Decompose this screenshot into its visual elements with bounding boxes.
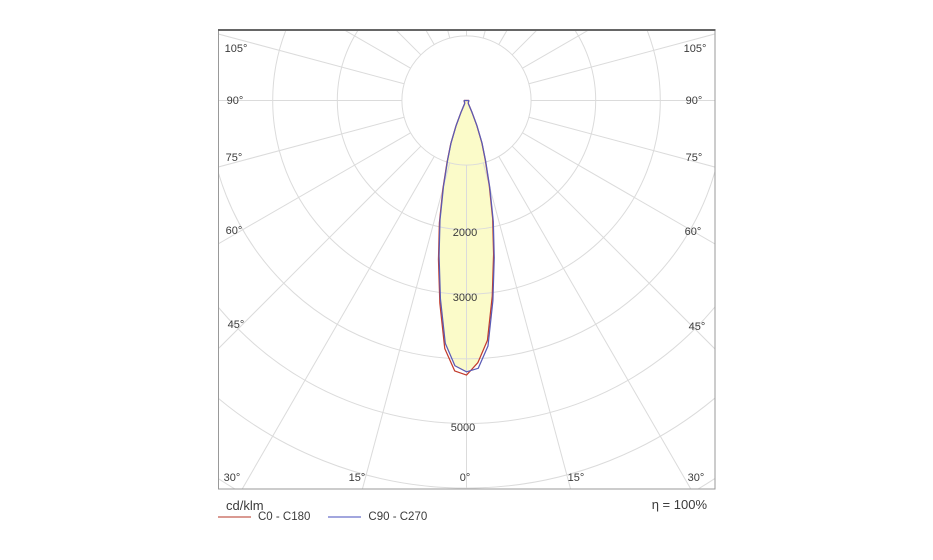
angle-label-1-90: 90° [227, 95, 244, 107]
grid-ray-315 [219, 145, 422, 349]
grid-ray-330 [241, 156, 435, 489]
legend-label-c0-c180: C0 - C180 [258, 511, 311, 523]
grid-ray-45 [511, 145, 715, 350]
angle-label-5-30: 30° [224, 472, 241, 484]
angle-label-9-30: 30° [688, 472, 705, 484]
angle-label-13-90: 90° [686, 95, 703, 107]
angle-label-12-75: 75° [686, 152, 703, 164]
ring-label-3000: 3000 [453, 292, 477, 304]
angle-label-11-60: 60° [685, 226, 702, 238]
angle-label-7-0: 0° [460, 472, 471, 484]
grid-ray-75 [528, 116, 715, 168]
grid-ray-105 [528, 33, 715, 85]
legend-line-c0-c180-icon [218, 516, 251, 518]
ring-label-2000: 2000 [453, 227, 477, 239]
grid-ray-30 [498, 156, 692, 489]
efficiency-label: η = 100% [651, 497, 707, 512]
angle-label-10-45: 45° [689, 321, 706, 333]
legend-label-c90-c270: C90 - C270 [368, 511, 428, 523]
grid-ray-60 [522, 132, 715, 245]
grid-ray-300 [219, 132, 411, 244]
legend: C0 - C180 C90 - C270 [218, 511, 427, 523]
grid-ray-255 [219, 33, 405, 85]
angle-label-4-45: 45° [228, 319, 245, 331]
units-label: cd/klm [226, 498, 264, 513]
grid-ray-285 [219, 116, 405, 168]
grid-ray-345 [362, 162, 451, 489]
legend-line-c90-c270-icon [328, 516, 362, 518]
angle-label-6-15: 15° [349, 472, 366, 484]
angle-label-0-105: 105° [225, 43, 248, 55]
grid-ray-15 [482, 162, 571, 489]
angle-label-14-105: 105° [684, 43, 707, 55]
angle-label-2-75: 75° [226, 152, 243, 164]
angle-label-3-60: 60° [226, 225, 243, 237]
ring-label-5000: 5000 [451, 422, 475, 434]
angle-label-8-15: 15° [568, 472, 585, 484]
curve-c90-c270 [438, 99, 495, 373]
